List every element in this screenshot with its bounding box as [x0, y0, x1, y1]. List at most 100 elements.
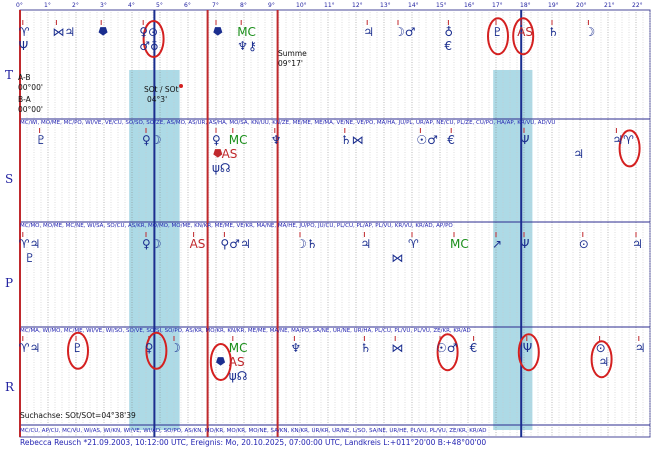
- highlight-circle: [436, 333, 459, 372]
- planet-glyph: AS: [189, 237, 206, 251]
- x-tick-label: 6°: [184, 2, 191, 9]
- x-tick-label: 3°: [100, 2, 107, 9]
- planet-glyph: ♃: [634, 341, 646, 355]
- x-tick-label: 5°: [156, 2, 163, 9]
- x-tick-label: 8°: [240, 2, 247, 9]
- planet-glyph: ♀: [144, 341, 154, 355]
- ab-value: 00°00': [18, 83, 43, 92]
- x-tick-label: 18°: [520, 2, 531, 9]
- planet-glyph: ♇: [492, 25, 503, 39]
- planet-glyph: ⚲♂♃: [220, 237, 251, 251]
- planet-glyph: ☉♂: [436, 341, 458, 355]
- highlight-circle: [487, 17, 509, 56]
- highlight-circle: [67, 331, 89, 370]
- planet-glyph: ♆: [290, 341, 302, 355]
- x-tick-label: 17°: [492, 2, 503, 9]
- planet-glyph: ♄: [360, 341, 372, 355]
- planet-glyph: ♀☽: [142, 237, 162, 251]
- midpoint-row: MC/WI, MO/ME, MC/PO, WI/VE, VE/CU, SO/SO…: [20, 120, 556, 126]
- planet-glyph: ⊙: [595, 341, 606, 355]
- planet-glyph: ♃: [632, 237, 643, 251]
- ab-label: A-B: [18, 73, 31, 82]
- planet-glyph: ♈: [18, 25, 30, 39]
- highlight-circle: [517, 333, 540, 372]
- planet-glyph: AS: [517, 25, 534, 39]
- x-tick-label: 1°: [44, 2, 51, 9]
- planet-glyph: ⊙: [578, 237, 589, 251]
- x-tick-label: 15°: [436, 2, 447, 9]
- planet-glyph: MC: [450, 237, 469, 251]
- ba-label: B-A: [18, 95, 31, 104]
- planet-glyph: MC: [228, 133, 248, 147]
- plot-frame: [19, 9, 651, 438]
- x-tick-label: 21°: [604, 2, 615, 9]
- planet-glyph: ☽: [170, 341, 181, 355]
- planet-glyph: ♈♃: [18, 237, 41, 251]
- planet-glyph: ♇: [35, 133, 47, 147]
- planet-glyph: ☽: [584, 25, 596, 39]
- sot-label: SOt / SOt: [144, 85, 179, 94]
- planet-glyph: ♈: [408, 237, 419, 251]
- x-tick-label: 2°: [72, 2, 79, 9]
- section-label: T: [5, 68, 14, 82]
- x-tick-label: 4°: [128, 2, 135, 9]
- planet-glyph: MC: [237, 25, 256, 39]
- midpoint-row: MC/MA, WI/MO, MC/ME, WI/VE, WI/SO, SO/VE…: [20, 328, 471, 334]
- planet-glyph: AS: [228, 355, 245, 369]
- section-label: S: [5, 172, 14, 186]
- planet-glyph: ♀: [212, 133, 221, 147]
- planet-glyph: ☽♄: [296, 237, 318, 251]
- summe-label: Summe: [278, 49, 307, 58]
- planet-glyph: Ψ: [18, 39, 29, 53]
- planet-glyph: ♃: [360, 237, 372, 251]
- footer-info: Rebecca Reusch *21.09.2003, 10:12:00 UTC…: [20, 438, 487, 447]
- planet-glyph: ♄⋈: [340, 133, 364, 147]
- planet-glyph: ψ☊: [228, 369, 248, 383]
- planet-glyph: ♇: [24, 251, 36, 265]
- highlight-circle: [209, 343, 232, 381]
- x-tick-label: 10°: [296, 2, 307, 9]
- x-tick-label: 16°: [464, 2, 475, 9]
- planet-glyph: ♀☽: [142, 133, 162, 147]
- planet-glyph: ⯂: [214, 355, 225, 369]
- x-tick-label: 13°: [380, 2, 391, 9]
- x-tick-label: 22°: [632, 2, 643, 9]
- planet-glyph: ↗: [492, 237, 503, 251]
- suchachse-label: Suchachse: SOt/SOt=04°38'39: [20, 411, 136, 420]
- planet-glyph: ♂♁: [139, 39, 159, 53]
- planet-glyph: Ψ: [522, 341, 533, 355]
- planet-glyph: Ψ: [520, 237, 530, 251]
- planet-glyph: ⯂: [212, 25, 222, 39]
- highlight-circle: [618, 129, 641, 168]
- x-tick-label: 11°: [324, 2, 335, 9]
- sot-value: 04°3': [147, 95, 168, 104]
- highlight-circle: [145, 331, 168, 370]
- planet-glyph: €: [444, 39, 453, 53]
- planet-glyph: €: [447, 133, 455, 147]
- ba-value: 00°00': [18, 105, 43, 114]
- planet-glyph: ⯂AS: [212, 147, 238, 161]
- section-label: P: [5, 276, 14, 290]
- planet-glyph: ♃: [573, 147, 584, 161]
- sot-marker: [179, 84, 183, 88]
- x-tick-label: 0°: [16, 2, 23, 9]
- planet-glyph: ♆: [270, 133, 282, 147]
- highlight-circle: [512, 17, 535, 56]
- planet-glyph: ☉♂: [416, 133, 438, 147]
- planet-glyph: ⯂: [97, 25, 107, 39]
- planet-glyph: ♁: [444, 25, 454, 39]
- planet-glyph: ⋈: [391, 341, 404, 355]
- x-tick-label: 19°: [548, 2, 559, 9]
- planet-glyph: ♄: [548, 25, 559, 39]
- planet-glyph: ♇: [72, 341, 83, 355]
- x-tick-label: 14°: [408, 2, 419, 9]
- planet-glyph: MC: [228, 341, 248, 355]
- planet-glyph: ♆⚷: [237, 39, 257, 53]
- planet-glyph: ♈♃: [18, 341, 41, 355]
- x-tick-label: 20°: [576, 2, 587, 9]
- planet-glyph: Ψ: [520, 133, 530, 147]
- highlight-circle: [590, 340, 613, 379]
- planet-glyph: ♀⊙: [139, 25, 159, 39]
- planet-glyph: ⋈♃: [52, 25, 76, 39]
